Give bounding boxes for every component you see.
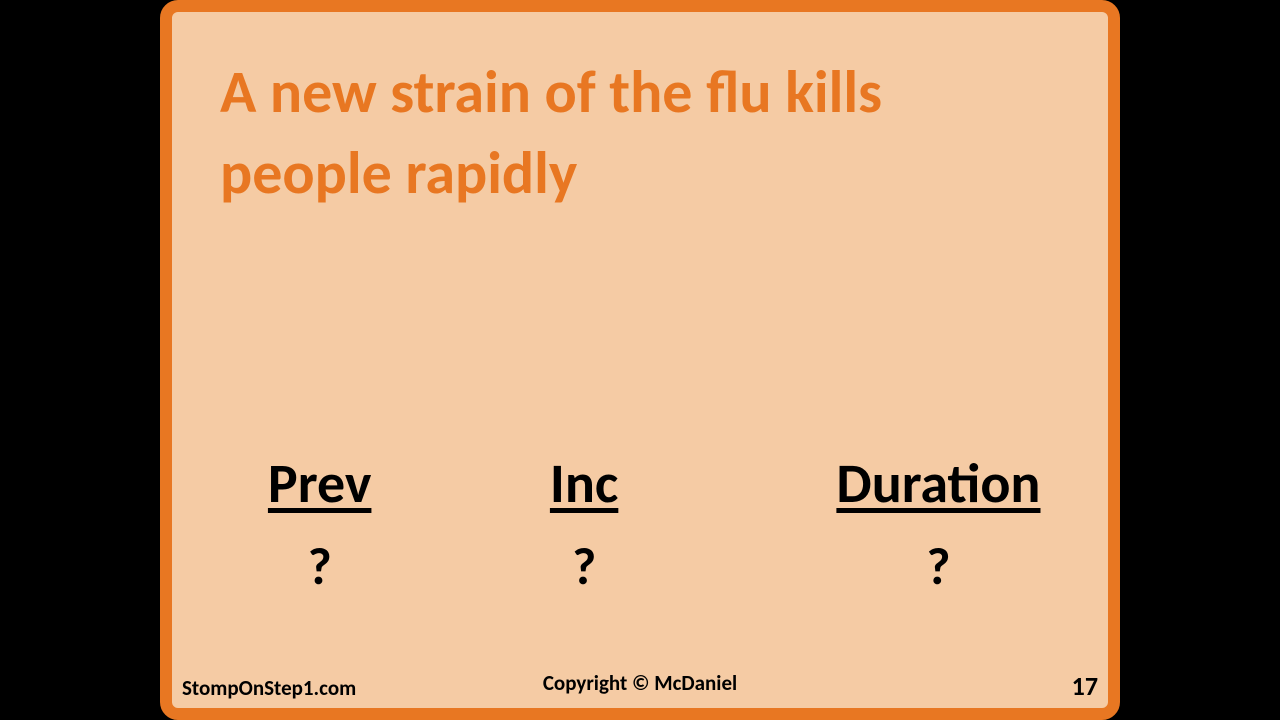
slide-content: A new strain of the flu kills people rap…	[172, 12, 1108, 708]
column-value-inc: ?	[572, 534, 596, 598]
column-inc: Inc ?	[509, 451, 659, 598]
column-value-prev: ?	[308, 534, 332, 598]
column-duration: Duration ?	[799, 451, 1078, 598]
slide-frame: A new strain of the flu kills people rap…	[160, 0, 1120, 720]
slide-footer: StompOnStep1.com Copyright © McDaniel 17	[182, 670, 1098, 702]
column-prev: Prev ?	[220, 451, 419, 598]
footer-left: StompOnStep1.com	[182, 675, 356, 701]
column-header-prev: Prev	[268, 451, 372, 518]
columns-row: Prev ? Inc ? Duration ?	[220, 451, 1078, 598]
column-header-inc: Inc	[550, 451, 618, 518]
footer-center: Copyright © McDaniel	[543, 670, 737, 696]
column-value-duration: ?	[926, 534, 950, 598]
page-number: 17	[1072, 670, 1098, 702]
slide-heading: A new strain of the flu kills people rap…	[220, 52, 1040, 214]
column-header-duration: Duration	[836, 451, 1040, 518]
